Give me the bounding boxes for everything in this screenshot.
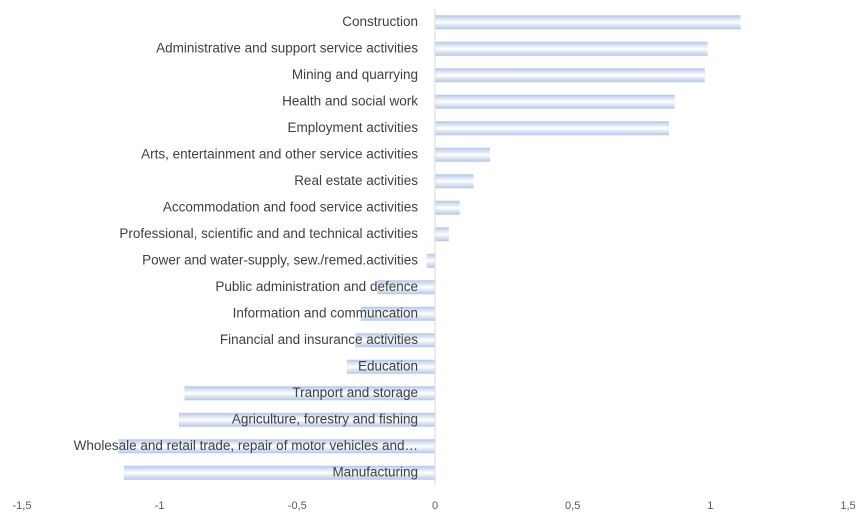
bar — [435, 227, 449, 242]
bar — [118, 439, 435, 454]
x-tick-label: -1,5 — [13, 500, 32, 512]
x-tick-label: 1,5 — [840, 500, 855, 512]
x-tick-label: 1 — [707, 500, 713, 512]
x-tick-label: 0,5 — [565, 500, 580, 512]
y-tick-label: Information and communcation — [233, 305, 418, 320]
y-tick-label: Accommodation and food service activitie… — [163, 199, 418, 214]
x-tick-label: -0,5 — [288, 500, 307, 512]
y-tick-label: Education — [358, 358, 418, 373]
y-tick-label: Manufacturing — [332, 464, 418, 479]
y-tick-label: Employment activities — [287, 120, 418, 135]
y-tick-label: Power and water-supply, sew./remed.activ… — [142, 252, 418, 267]
y-tick-label: Real estate activities — [294, 173, 418, 188]
bar — [435, 15, 741, 30]
y-tick-label: Financial and insurance activities — [220, 332, 418, 347]
y-tick-label: Construction — [342, 14, 418, 29]
y-tick-label: Professional, scientific and and technic… — [119, 226, 418, 241]
bar — [435, 94, 675, 109]
y-tick-label: Health and social work — [282, 93, 418, 108]
bar — [377, 280, 435, 295]
y-tick-label: Administrative and support service activ… — [156, 40, 418, 55]
bar — [435, 174, 474, 189]
y-tick-label: Public administration and defence — [215, 279, 418, 294]
bar — [346, 359, 435, 374]
y-tick-label: Arts, entertainment and other service ac… — [141, 146, 418, 161]
y-tick-label: Mining and quarrying — [292, 67, 418, 82]
bar — [360, 306, 435, 321]
bar — [435, 41, 708, 56]
bar — [184, 386, 435, 401]
x-tick-label: -1 — [155, 500, 165, 512]
y-tick-label: Wholesale and retail trade, repair of mo… — [74, 438, 418, 453]
bar — [435, 147, 491, 162]
y-tick-label: Agriculture, forestry and fishing — [232, 411, 418, 426]
bar — [435, 200, 460, 215]
bar — [435, 68, 705, 83]
bar — [123, 465, 435, 480]
bar — [435, 121, 670, 136]
bar — [178, 412, 435, 427]
x-tick-label: 0 — [432, 500, 438, 512]
bar — [355, 333, 435, 348]
y-tick-label: Tranport and storage — [292, 385, 418, 400]
bar — [426, 253, 435, 268]
